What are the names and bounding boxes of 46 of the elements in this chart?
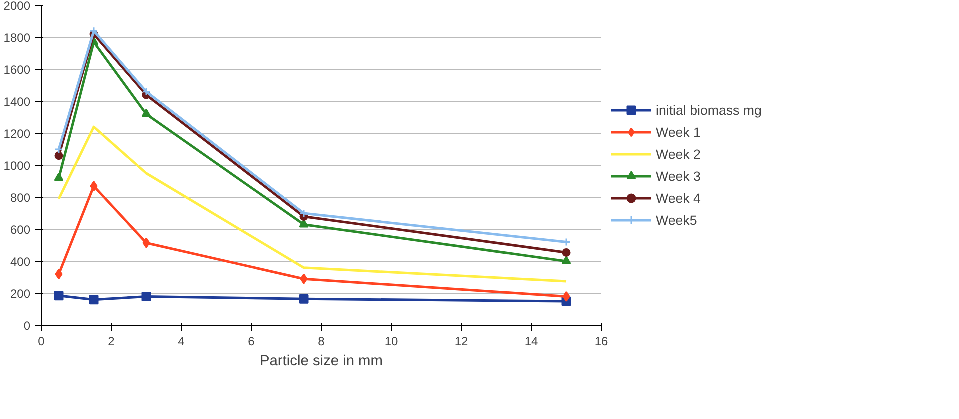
point <box>142 108 152 118</box>
x-tick-label: 8 <box>318 334 326 348</box>
legend-label: Week 3 <box>656 168 701 184</box>
point <box>562 248 571 257</box>
y-tick-label: 1400 <box>4 95 31 109</box>
legend-label: Week5 <box>656 212 698 228</box>
y-tick-label: 400 <box>10 255 31 269</box>
point <box>299 294 309 304</box>
point <box>142 238 150 248</box>
point <box>89 295 99 305</box>
x-tick-label: 14 <box>524 334 538 348</box>
y-tick-label: 1000 <box>4 159 31 173</box>
legend-label: Week 1 <box>656 124 701 140</box>
point <box>90 26 98 36</box>
x-tick-label: 4 <box>178 334 186 348</box>
point <box>300 274 308 284</box>
x-tick-label: 10 <box>384 334 398 348</box>
legend-label: Week 2 <box>656 146 701 162</box>
legend-label: initial biomass mg <box>656 102 762 118</box>
point <box>54 172 64 182</box>
y-tick-label: 800 <box>10 191 31 205</box>
point <box>300 209 308 218</box>
y-tick-label: 1800 <box>4 31 31 45</box>
point <box>55 269 63 280</box>
point <box>562 291 570 302</box>
point <box>90 181 98 192</box>
point <box>54 152 64 160</box>
y-tick-label: 0 <box>24 319 31 333</box>
x-axis-title: Particle size in mm <box>260 354 383 370</box>
y-tick-label: 200 <box>10 287 31 301</box>
line-series <box>58 126 568 283</box>
y-tick-label: 600 <box>10 223 31 237</box>
y-tick-label: 2000 <box>4 0 31 13</box>
y-tick-label: 1600 <box>4 63 31 77</box>
point <box>299 219 309 228</box>
point <box>562 256 572 265</box>
point <box>54 291 64 301</box>
x-tick-label: 16 <box>594 334 608 348</box>
x-tick-label: 2 <box>108 334 116 348</box>
x-tick-label: 6 <box>248 334 256 348</box>
x-tick-label: 0 <box>38 334 46 348</box>
point <box>142 292 152 302</box>
legend-label: Week 4 <box>656 190 701 206</box>
y-tick-label: 1200 <box>4 127 31 141</box>
point <box>142 88 151 96</box>
x-tick-label: 12 <box>454 334 468 348</box>
